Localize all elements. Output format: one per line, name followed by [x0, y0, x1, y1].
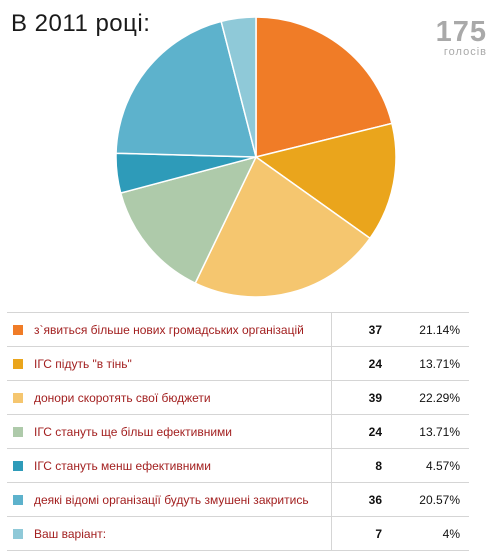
vote-percent: 4.57%	[384, 448, 469, 483]
legend-swatch	[13, 529, 23, 540]
legend-swatch	[13, 461, 23, 472]
result-row: донори скоротять свої бюджети 39 22.29%	[7, 380, 469, 415]
legend-swatch-cell	[7, 448, 34, 483]
vote-percent: 13.71%	[384, 414, 469, 449]
legend-swatch	[13, 325, 23, 336]
legend-swatch-cell	[7, 414, 34, 449]
total-votes: 175 голосів	[436, 18, 487, 59]
pie-slice-4	[119, 155, 258, 285]
legend-swatch	[13, 427, 23, 438]
vote-count: 7	[331, 516, 384, 551]
column-divider	[331, 482, 332, 517]
result-row: Ваш варіант: 7 4%	[7, 516, 469, 551]
vote-count: 36	[331, 482, 384, 517]
result-row: деякі відомі організації будуть змушені …	[7, 482, 469, 517]
chart-title: В 2011 році:	[11, 10, 151, 37]
option-label: з`явиться більше нових громадських орган…	[34, 312, 331, 347]
legend-swatch-cell	[7, 346, 34, 381]
vote-count: 37	[331, 312, 384, 347]
option-label: деякі відомі організації будуть змушені …	[34, 482, 331, 517]
legend-swatch-cell	[7, 380, 34, 415]
option-label: ІГС стануть менш ефективними	[34, 448, 331, 483]
vote-count: 8	[331, 448, 384, 483]
column-divider	[331, 312, 332, 347]
vote-count: 24	[331, 346, 384, 381]
legend-swatch-cell	[7, 516, 34, 551]
legend-swatch-cell	[7, 482, 34, 517]
vote-count: 39	[331, 380, 384, 415]
result-row: ІГС підуть "в тінь" 24 13.71%	[7, 346, 469, 381]
pie-slice-3	[194, 155, 372, 298]
legend-swatch	[13, 495, 23, 506]
option-label: Ваш варіант:	[34, 516, 331, 551]
pie-slice-7	[220, 16, 257, 158]
result-row: з`явиться більше нових громадських орган…	[7, 312, 469, 347]
result-row: ІГС стануть менш ефективними 8 4.57%	[7, 448, 469, 483]
column-divider	[331, 414, 332, 449]
option-label: ІГС стануть ще більш ефективними	[34, 414, 331, 449]
pie-chart	[115, 16, 397, 298]
total-votes-label: голосів	[443, 46, 487, 58]
results-table: з`явиться більше нових громадських орган…	[7, 312, 469, 551]
vote-percent: 4%	[384, 516, 469, 551]
total-votes-count: 175	[435, 16, 487, 48]
result-row: ІГС стануть ще більш ефективними 24 13.71%	[7, 414, 469, 449]
vote-percent: 20.57%	[384, 482, 469, 517]
legend-swatch-cell	[7, 312, 34, 347]
pie-slice-2	[254, 122, 397, 240]
pie-slice-6	[115, 20, 257, 158]
vote-percent: 13.71%	[384, 346, 469, 381]
column-divider	[331, 448, 332, 483]
legend-swatch	[13, 393, 23, 404]
vote-count: 24	[331, 414, 384, 449]
vote-percent: 21.14%	[384, 312, 469, 347]
pie-slice-1	[255, 16, 393, 158]
legend-swatch	[13, 359, 23, 370]
column-divider	[331, 380, 332, 415]
vote-percent: 22.29%	[384, 380, 469, 415]
option-label: ІГС підуть "в тінь"	[34, 346, 331, 381]
column-divider	[331, 346, 332, 381]
option-label: донори скоротять свої бюджети	[34, 380, 331, 415]
